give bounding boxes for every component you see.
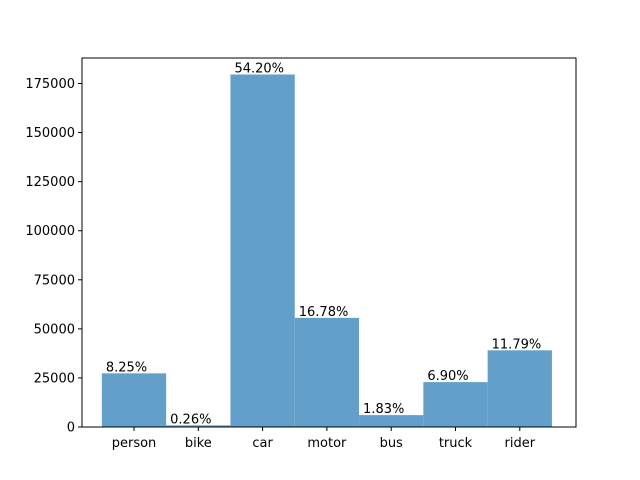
axes-frame: [81, 57, 577, 428]
y-tick-label: 100000: [25, 224, 75, 239]
y-tick-label: 75000: [34, 273, 75, 288]
x-tick-label: bus: [380, 436, 403, 451]
x-tick-label: truck: [439, 436, 473, 451]
bar-label: 0.26%: [170, 412, 211, 427]
bar-label: 1.83%: [363, 402, 404, 417]
bar: [230, 74, 295, 427]
bar-label: 16.78%: [299, 305, 349, 320]
y-tick-label: 50000: [34, 322, 75, 337]
x-tick-label: person: [112, 436, 157, 451]
bar: [423, 382, 488, 427]
bar: [101, 373, 167, 427]
y-tick-label: 150000: [25, 126, 75, 141]
bar-label: 11.79%: [492, 337, 542, 352]
x-tick-label: bike: [185, 436, 212, 451]
bar-label: 6.90%: [427, 369, 468, 384]
bar: [487, 350, 552, 427]
x-tick-label: car: [252, 436, 273, 451]
y-tick-label: 175000: [25, 77, 75, 92]
y-tick-label: 25000: [34, 371, 75, 386]
y-tick-label: 0: [67, 421, 75, 436]
bar: [166, 425, 231, 427]
bar: [359, 415, 424, 427]
bar: [294, 317, 360, 427]
x-tick-label: motor: [307, 436, 347, 451]
bar-label: 8.25%: [106, 360, 147, 375]
y-tick-label: 125000: [25, 175, 75, 190]
x-tick-label: rider: [505, 436, 536, 451]
bar-label: 54.20%: [234, 61, 284, 76]
